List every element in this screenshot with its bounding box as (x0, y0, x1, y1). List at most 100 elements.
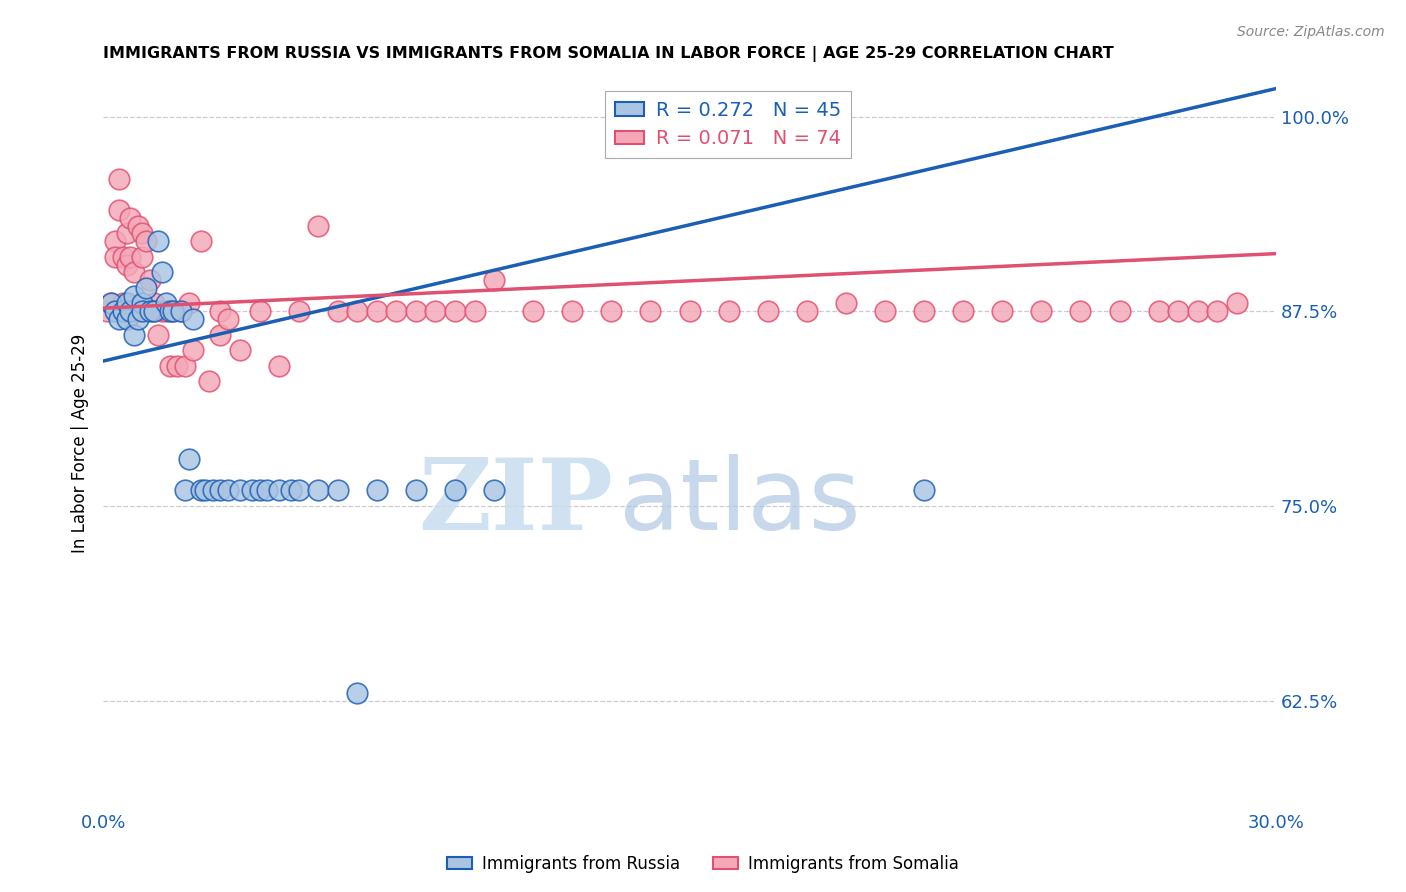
Point (197, 374, 219, 388)
Point (326, 304, 349, 318)
Point (107, 172, 129, 186)
Point (1226, 296, 1249, 310)
Point (307, 219, 329, 233)
Point (444, 304, 467, 318)
Point (385, 304, 408, 318)
Point (640, 304, 662, 318)
Point (115, 258, 138, 272)
Point (124, 265, 146, 279)
Point (256, 483, 278, 498)
Point (678, 304, 700, 318)
Point (1167, 304, 1189, 318)
Point (104, 250, 127, 264)
Point (444, 483, 467, 498)
Point (1206, 304, 1229, 318)
Point (124, 304, 146, 318)
Point (346, 304, 368, 318)
Point (287, 483, 309, 498)
Point (1069, 304, 1091, 318)
Point (174, 483, 197, 498)
Point (405, 483, 427, 498)
Point (120, 250, 142, 264)
Point (115, 304, 138, 318)
Point (139, 273, 162, 287)
Point (107, 312, 129, 326)
Point (482, 273, 505, 287)
Point (124, 327, 146, 342)
Text: atlas: atlas (619, 454, 860, 550)
Point (326, 483, 349, 498)
Point (249, 483, 271, 498)
Point (120, 304, 142, 318)
Point (267, 359, 290, 373)
Point (522, 304, 544, 318)
Point (104, 304, 127, 318)
Point (1031, 304, 1053, 318)
Point (115, 227, 138, 241)
Point (120, 211, 142, 225)
Text: ZIP: ZIP (419, 454, 613, 550)
Point (366, 483, 388, 498)
Point (194, 483, 217, 498)
Point (1187, 304, 1209, 318)
Point (131, 227, 153, 241)
Point (131, 250, 153, 264)
Point (135, 234, 157, 248)
Point (179, 452, 201, 467)
Y-axis label: In Labor Force | Age 25-29: In Labor Force | Age 25-29 (72, 334, 89, 553)
Point (561, 304, 583, 318)
Point (111, 250, 134, 264)
Point (756, 304, 779, 318)
Point (1147, 304, 1170, 318)
Point (229, 343, 252, 358)
Point (139, 304, 162, 318)
Point (159, 304, 181, 318)
Point (100, 296, 122, 310)
Point (464, 304, 486, 318)
Point (912, 483, 935, 498)
Point (600, 304, 623, 318)
Point (240, 483, 263, 498)
Point (201, 483, 224, 498)
Point (179, 296, 201, 310)
Point (170, 304, 193, 318)
Point (146, 327, 169, 342)
Point (162, 304, 184, 318)
Point (1108, 304, 1130, 318)
Point (190, 483, 212, 498)
Point (111, 296, 134, 310)
Point (170, 304, 193, 318)
Point (482, 483, 505, 498)
Point (131, 296, 153, 310)
Point (96, 304, 118, 318)
Text: Source: ZipAtlas.com: Source: ZipAtlas.com (1237, 25, 1385, 39)
Point (217, 483, 239, 498)
Point (162, 304, 184, 318)
Point (209, 304, 232, 318)
Point (142, 296, 165, 310)
Point (150, 304, 173, 318)
Point (135, 281, 157, 295)
Point (217, 312, 239, 326)
Legend: Immigrants from Russia, Immigrants from Somalia: Immigrants from Russia, Immigrants from … (440, 848, 966, 880)
Point (181, 312, 204, 326)
Point (678, 110, 700, 124)
Point (835, 296, 858, 310)
Point (405, 304, 427, 318)
Point (229, 483, 252, 498)
Text: IMMIGRANTS FROM RUSSIA VS IMMIGRANTS FROM SOMALIA IN LABOR FORCE | AGE 25-29 COR: IMMIGRANTS FROM RUSSIA VS IMMIGRANTS FRO… (103, 46, 1114, 62)
Point (307, 483, 329, 498)
Point (124, 288, 146, 302)
Point (107, 202, 129, 217)
Point (873, 304, 896, 318)
Point (166, 359, 188, 373)
Point (146, 234, 169, 248)
Point (425, 304, 447, 318)
Point (952, 304, 974, 318)
Point (209, 327, 232, 342)
Point (131, 304, 153, 318)
Point (111, 304, 134, 318)
Point (181, 343, 204, 358)
Point (150, 265, 173, 279)
Point (717, 304, 740, 318)
